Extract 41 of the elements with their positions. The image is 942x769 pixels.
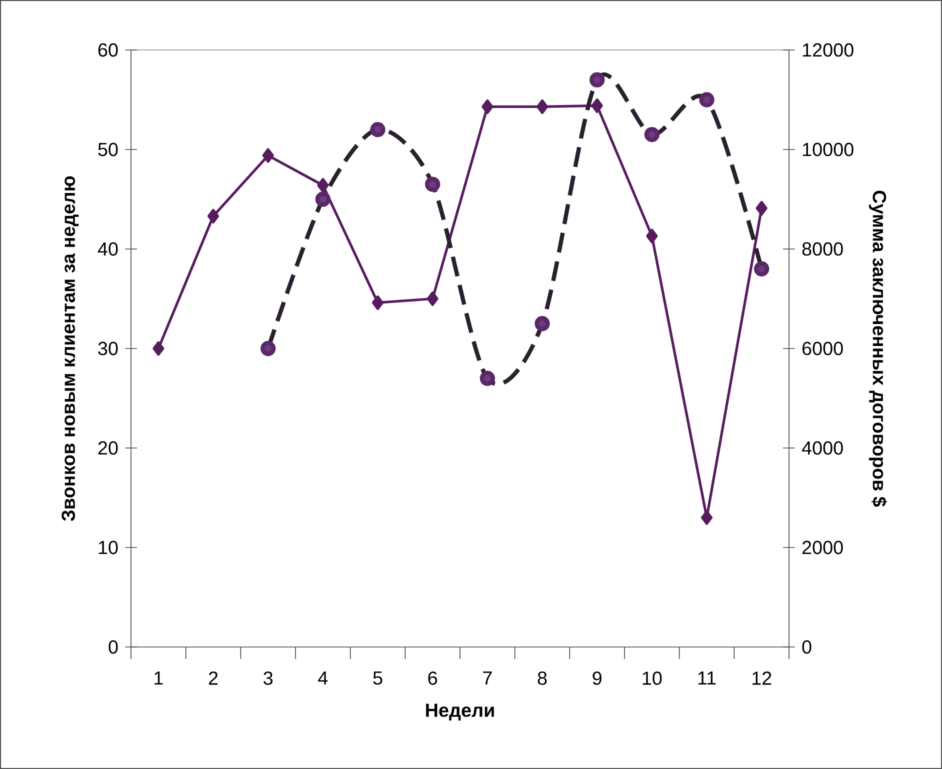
point (482, 99, 494, 114)
point (317, 178, 329, 193)
y-tick-label: 50 (98, 142, 118, 156)
y2-axis-title: Сумма заключенных договоров $ (868, 190, 887, 507)
x-tick-label: 8 (538, 671, 547, 685)
y-tick-label: 10 (98, 540, 118, 554)
point (700, 510, 713, 525)
x-tick-label: 5 (373, 672, 382, 685)
y-tick-label: 40 (98, 242, 118, 256)
x-axis-title: Недели (426, 704, 494, 720)
x-tick-label: 4 (318, 672, 328, 685)
point (207, 208, 220, 224)
point (646, 228, 658, 244)
point (591, 98, 603, 114)
y2-tick-label: 0 (802, 640, 812, 654)
x-tick-label: 7 (483, 672, 492, 685)
y2-tick-label: 12000 (802, 43, 854, 57)
x-tick-label: 1 (154, 672, 163, 685)
point (372, 295, 384, 310)
y-tick-label: 0 (108, 640, 118, 654)
y-tick-label: 20 (98, 441, 118, 455)
y2-tick-label: 4000 (802, 441, 843, 455)
y2-tick-label: 2000 (802, 540, 843, 554)
point (426, 291, 438, 306)
y2-tick-label: 8000 (802, 242, 843, 256)
x-tick-label: 10 (642, 671, 662, 685)
x-tick-label: 12 (752, 671, 772, 685)
y-tick-label: 60 (98, 43, 118, 57)
point (262, 148, 274, 163)
point (756, 200, 768, 216)
y-tick-label: 30 (98, 342, 118, 356)
y2-tick-label: 6000 (802, 342, 843, 356)
x-tick-label: 3 (264, 671, 273, 685)
point (152, 341, 164, 356)
x-tick-label: 11 (698, 672, 716, 685)
y2-tick-label: 10000 (802, 142, 854, 156)
x-tick-label: 9 (592, 671, 602, 685)
x-tick-label: 2 (208, 671, 218, 685)
x-tick-label: 6 (428, 671, 438, 685)
y-axis-title: Звонков новым клиентам за неделю (62, 176, 79, 522)
point (536, 99, 548, 114)
